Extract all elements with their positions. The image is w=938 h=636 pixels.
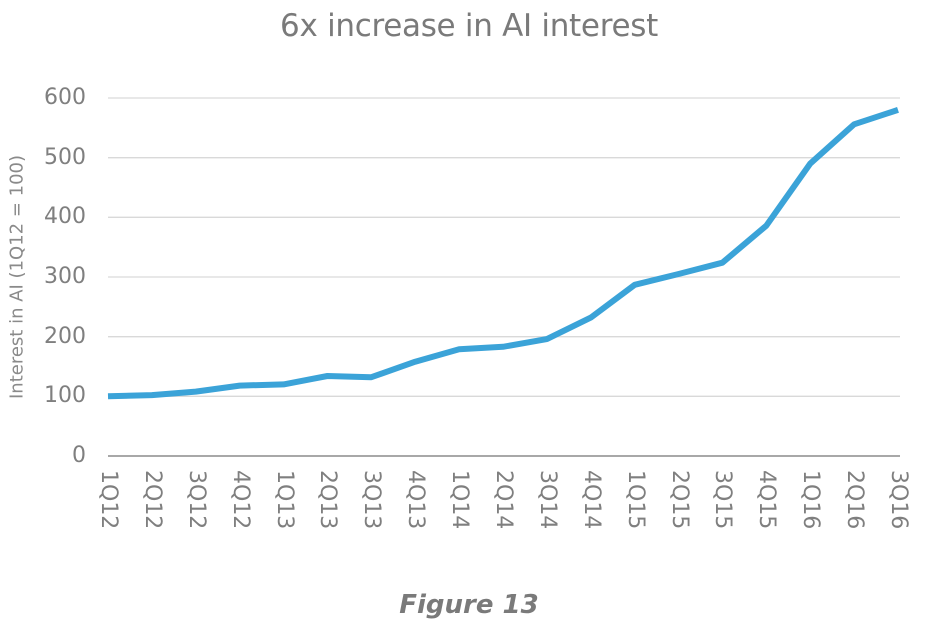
- x-tick-label: 3Q14: [534, 470, 560, 530]
- x-tick-label: 1Q16: [798, 470, 824, 530]
- gridlines: [108, 97, 900, 397]
- x-tick-label: 3Q12: [183, 470, 209, 530]
- y-tick-label: 500: [44, 144, 86, 170]
- x-tick-label: 1Q12: [96, 470, 121, 530]
- y-tick-label: 100: [44, 383, 86, 409]
- y-tick-label: 400: [44, 204, 86, 230]
- x-tick-label: 2Q15: [666, 470, 692, 530]
- x-tick-label: 2Q12: [139, 470, 165, 530]
- x-tick-label: 2Q14: [491, 470, 516, 530]
- y-tick-label: 300: [44, 264, 86, 289]
- x-tick-label: 3Q15: [710, 470, 736, 530]
- x-tick-label: 4Q12: [227, 470, 253, 530]
- x-tick-label: 4Q13: [403, 470, 429, 530]
- figure-caption: Figure 13: [399, 590, 539, 620]
- series-line-interest: [107, 107, 899, 400]
- y-tick-label: 200: [44, 323, 86, 349]
- x-tick-label: 3Q13: [359, 470, 385, 530]
- x-tick-label: 3Q16: [886, 470, 911, 530]
- y-tick-label: 0: [72, 443, 86, 468]
- x-tick-label: 1Q14: [447, 470, 473, 530]
- x-tick-label: 4Q15: [754, 470, 780, 530]
- chart-title: 6x increase in AI interest: [280, 8, 658, 44]
- x-tick-label: 2Q13: [315, 470, 341, 530]
- y-tick-label: 600: [44, 85, 86, 110]
- x-tick-label: 1Q15: [622, 470, 648, 530]
- x-tick-label: 1Q13: [271, 470, 297, 530]
- x-tick-label: 4Q14: [578, 470, 604, 530]
- x-tick-label: 2Q16: [842, 470, 868, 530]
